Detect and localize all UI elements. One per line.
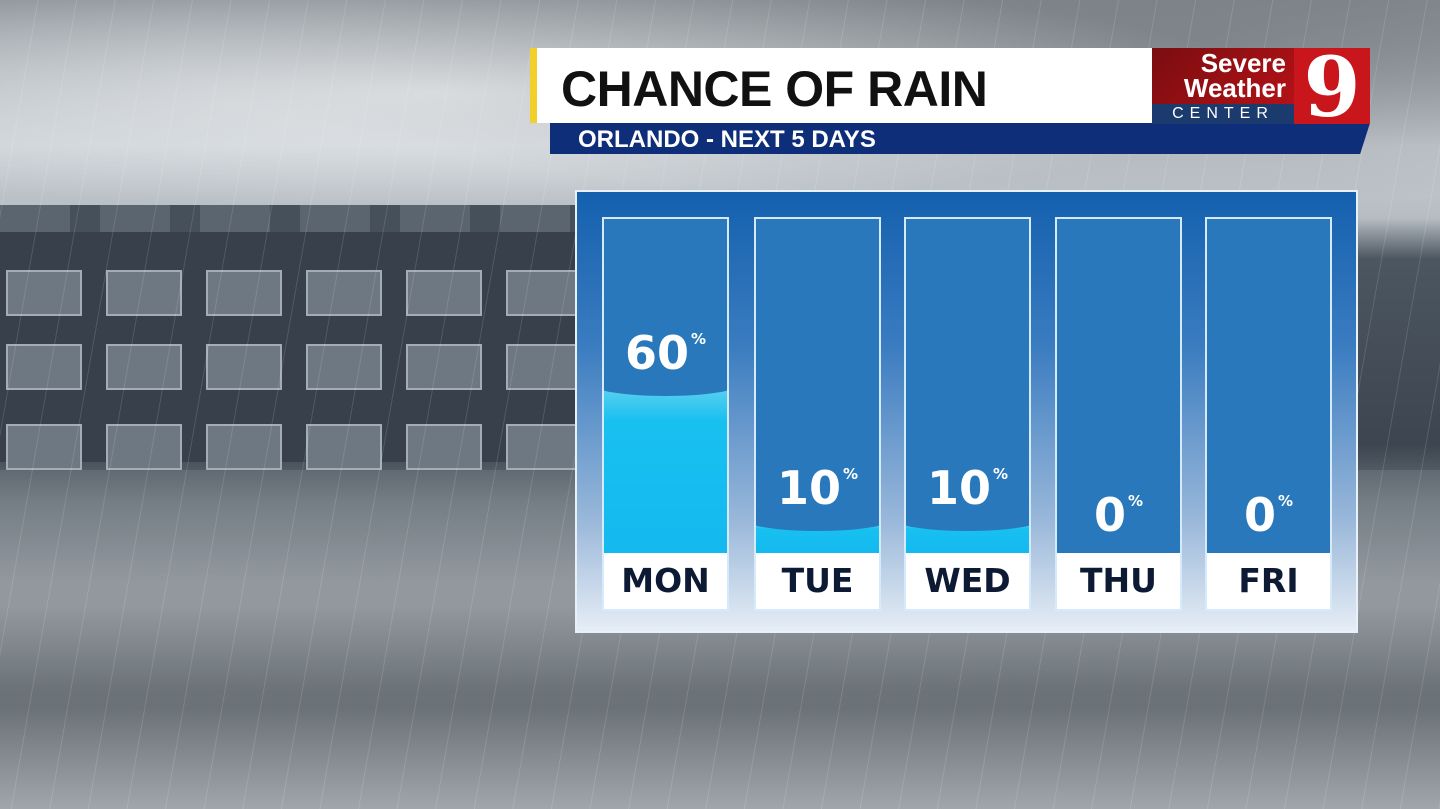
building-window bbox=[306, 344, 382, 390]
bar-column-fri: 0% FRI bbox=[1205, 217, 1332, 611]
building-window bbox=[206, 344, 282, 390]
bar-fill bbox=[604, 372, 727, 553]
logo-number-block: 9 bbox=[1294, 40, 1370, 136]
percent-sign: % bbox=[690, 330, 707, 348]
bar-column-thu: 0% THU bbox=[1055, 217, 1182, 611]
value-number: 0 bbox=[1093, 488, 1126, 542]
value-number: 10 bbox=[926, 461, 991, 515]
building-window bbox=[306, 270, 382, 316]
value-label: 60% bbox=[604, 326, 727, 380]
percent-sign: % bbox=[842, 465, 859, 483]
building-window bbox=[406, 344, 482, 390]
building-window bbox=[206, 424, 282, 470]
bar-column-mon: 60% MON bbox=[602, 217, 729, 611]
bar-fill bbox=[906, 507, 1029, 553]
value-number: 60 bbox=[624, 326, 689, 380]
background-roof bbox=[0, 205, 575, 235]
severe-weather-center-logo: Severe Weather CENTER 9 bbox=[1152, 40, 1370, 136]
day-label: TUE bbox=[756, 553, 879, 609]
subtitle-bar: ORLANDO - NEXT 5 DAYS bbox=[550, 123, 1370, 154]
building-window bbox=[506, 270, 582, 316]
bar-fill bbox=[756, 507, 879, 553]
building-window bbox=[6, 270, 82, 316]
value-number: 10 bbox=[776, 461, 841, 515]
building-window bbox=[306, 424, 382, 470]
rain-chance-chart: 60% MON 10% TUE 10% WED 0% THU 0% FRI bbox=[575, 190, 1358, 633]
page-title: CHANCE OF RAIN bbox=[561, 61, 988, 117]
building-window bbox=[506, 424, 582, 470]
logo-number: 9 bbox=[1303, 40, 1361, 136]
building-window bbox=[406, 424, 482, 470]
building-window bbox=[6, 344, 82, 390]
building-window bbox=[106, 424, 182, 470]
background-building bbox=[0, 232, 582, 470]
percent-sign: % bbox=[1277, 492, 1294, 510]
subtitle: ORLANDO - NEXT 5 DAYS bbox=[578, 126, 876, 153]
day-label: WED bbox=[906, 553, 1029, 609]
building-window bbox=[206, 270, 282, 316]
logo-line3: CENTER bbox=[1172, 105, 1274, 122]
value-label: 10% bbox=[756, 461, 879, 515]
day-label: THU bbox=[1057, 553, 1180, 609]
percent-sign: % bbox=[1127, 492, 1144, 510]
title-bar: CHANCE OF RAIN bbox=[530, 48, 1152, 123]
day-label: FRI bbox=[1207, 553, 1330, 609]
logo-red-block: Severe Weather bbox=[1152, 48, 1294, 104]
percent-sign: % bbox=[992, 465, 1009, 483]
building-window bbox=[106, 270, 182, 316]
building-window bbox=[106, 344, 182, 390]
bar-column-tue: 10% TUE bbox=[754, 217, 881, 611]
value-number: 0 bbox=[1243, 488, 1276, 542]
logo-blue-block bbox=[1152, 104, 1294, 124]
day-label: MON bbox=[604, 553, 727, 609]
value-label: 10% bbox=[906, 461, 1029, 515]
logo-line2: Weather bbox=[1183, 73, 1286, 103]
bar-column-wed: 10% WED bbox=[904, 217, 1031, 611]
logo-line1: Severe bbox=[1200, 48, 1286, 78]
value-label: 0% bbox=[1057, 488, 1180, 542]
building-window bbox=[406, 270, 482, 316]
value-label: 0% bbox=[1207, 488, 1330, 542]
building-window bbox=[6, 424, 82, 470]
